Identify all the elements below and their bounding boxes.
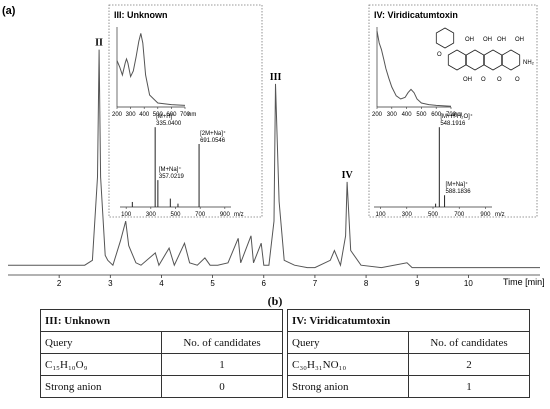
structure-atom-label: NH₂ (523, 60, 535, 66)
x-tick-label: 6 (262, 279, 267, 288)
structure-atom-label: O (481, 77, 486, 83)
right-query-cell: Strong anion (287, 375, 409, 398)
structure-atom-label: OH (497, 37, 506, 43)
ms-tick-label: 300 (402, 212, 413, 218)
ms-peak-mz-label: 691.0546 (200, 138, 226, 144)
structure-atom-label: OH (515, 37, 524, 43)
ms-tick-label: 900 (480, 212, 491, 218)
table-heading-row: III: Unknown IV: Viridicatumtoxin (40, 309, 530, 332)
structure-atom-label: O (437, 52, 442, 58)
table-row: C₁₅H₁₀O₉ 1 C₃₀H₃₁NO₁₀ 2 (40, 353, 530, 376)
left-query-cell: Strong anion (40, 375, 162, 398)
structure-ring (501, 49, 521, 71)
uv-tick-label: 400 (402, 112, 413, 118)
uv-tick-label: 700 (446, 112, 457, 118)
ms-peak-ion-label: [M+H]⁺ (156, 113, 175, 120)
table-header-row: Query No. of candidates Query No. of can… (40, 331, 530, 354)
x-tick-label: 10 (464, 279, 473, 288)
inset-frame (368, 4, 538, 218)
ms-peak-mz-label: 588.1836 (446, 189, 472, 195)
uv-tick-label: 200 (112, 112, 123, 118)
left-count-cell: 1 (161, 353, 283, 376)
left-query-cell: C₁₅H₁₀O₉ (40, 353, 162, 376)
uv-tick-label: 700 (180, 112, 191, 118)
ms-peak-ion-label: [M+H-H₂O]⁺ (440, 113, 473, 120)
x-tick-label: 7 (313, 279, 318, 288)
uv-tick-label: 600 (431, 112, 442, 118)
uv-tick-label: 300 (126, 112, 137, 118)
structure-atom-label: O (515, 77, 520, 83)
right-count-cell: 2 (408, 353, 530, 376)
candidates-table: III: Unknown IV: Viridicatumtoxin Query … (40, 309, 530, 398)
ms-peak-mz-label: 357.0219 (159, 174, 185, 180)
ms-tick-label: 500 (170, 212, 181, 218)
structure-ring (483, 49, 503, 71)
ms-peak-mz-label: 335.0400 (156, 121, 182, 127)
inset-title: IV: Viridicatumtoxin (374, 10, 458, 20)
uv-tick-label: 300 (387, 112, 398, 118)
peak-label: II (95, 38, 103, 49)
structure-ring (447, 49, 467, 71)
left-col-query: Query (40, 331, 162, 354)
inset-title: III: Unknown (114, 10, 168, 20)
ms-peak-ion-label: [M+Na]⁺ (446, 181, 469, 188)
uv-tick-label: 500 (153, 112, 164, 118)
table-row: Strong anion 0 Strong anion 1 (40, 375, 530, 398)
uv-spectrum-trace (116, 33, 186, 106)
structure-ring (465, 49, 485, 71)
ms-tick-label: 100 (376, 212, 387, 218)
structure-ring (435, 27, 455, 49)
inset-frame (108, 4, 263, 218)
ms-tick-label: 900 (220, 212, 231, 218)
panel-label: (a) (2, 5, 16, 17)
uv-axis-label: nm (454, 112, 462, 118)
left-col-count: No. of candidates (161, 331, 283, 354)
left-heading: III: Unknown (40, 309, 283, 332)
ms-axis-label: m/z (495, 212, 505, 218)
x-tick-label: 3 (108, 279, 113, 288)
ms-axis-label: m/z (234, 212, 244, 218)
ms-tick-label: 500 (428, 212, 439, 218)
ms-peak-mz-label: 548.1916 (440, 121, 466, 127)
right-col-count: No. of candidates (408, 331, 530, 354)
structure-atom-label: O (497, 77, 502, 83)
ms-peak-ion-label: [2M+Na]⁺ (200, 130, 226, 137)
right-query-cell: C₃₀H₃₁NO₁₀ (287, 353, 409, 376)
uv-tick-label: 600 (166, 112, 177, 118)
structure-atom-label: OH (483, 37, 492, 43)
uv-tick-label: 200 (372, 112, 383, 118)
uv-spectrum-trace (376, 30, 452, 107)
ms-tick-label: 700 (454, 212, 465, 218)
right-count-cell: 1 (408, 375, 530, 398)
uv-tick-label: 400 (139, 112, 150, 118)
right-col-query: Query (287, 331, 409, 354)
right-heading: IV: Viridicatumtoxin (287, 309, 530, 332)
x-tick-label: 5 (210, 279, 215, 288)
x-tick-label: 2 (57, 279, 62, 288)
x-axis-label: Time [min] (503, 277, 545, 287)
peak-label: III (270, 72, 282, 83)
ms-tick-label: 700 (195, 212, 206, 218)
table-title: (b) (267, 294, 283, 308)
left-count-cell: 0 (161, 375, 283, 398)
peak-label: IV (342, 170, 354, 181)
x-tick-label: 9 (415, 279, 420, 288)
uv-axis-label: nm (188, 112, 196, 118)
structure-atom-label: OH (465, 37, 474, 43)
chromatogram-trace (8, 49, 540, 269)
ms-tick-label: 100 (121, 212, 132, 218)
x-tick-label: 8 (364, 279, 369, 288)
ms-peak-ion-label: [M+Na]⁺ (159, 166, 182, 173)
uv-tick-label: 500 (416, 112, 427, 118)
structure-atom-label: OH (463, 77, 472, 83)
ms-tick-label: 300 (146, 212, 157, 218)
x-tick-label: 4 (159, 279, 164, 288)
